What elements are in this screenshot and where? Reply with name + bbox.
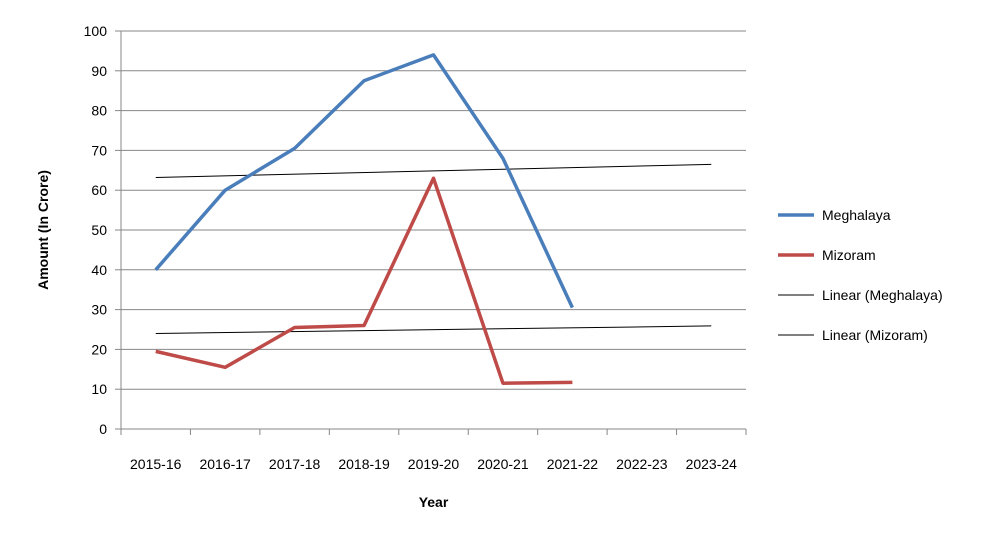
y-tick-label: 10 <box>91 381 107 397</box>
x-tick-label: 2022-23 <box>616 456 668 472</box>
y-axis-title: Amount (In Crore) <box>35 170 51 290</box>
x-tick-label: 2021-22 <box>547 456 599 472</box>
x-tick-label: 2023-24 <box>686 456 738 472</box>
trendline-1 <box>155 325 712 334</box>
y-tick-label: 60 <box>91 182 107 198</box>
legend-label: Mizoram <box>822 247 876 263</box>
y-tick-label: 100 <box>84 23 108 39</box>
legend-label: Linear (Meghalaya) <box>822 287 943 303</box>
x-tick-label: 2015-16 <box>130 456 182 472</box>
y-tick-label: 80 <box>91 103 107 119</box>
legend-label: Meghalaya <box>822 207 891 223</box>
y-tick-label: 30 <box>91 302 107 318</box>
x-tick-label: 2017-18 <box>269 456 321 472</box>
legend-label: Linear (Mizoram) <box>822 327 928 343</box>
x-axis-title: Year <box>419 494 449 510</box>
y-tick-label: 20 <box>91 341 107 357</box>
x-tick-label: 2016-17 <box>199 456 251 472</box>
y-tick-label: 70 <box>91 142 107 158</box>
series-line-1 <box>155 176 573 385</box>
x-tick-label: 2018-19 <box>338 456 390 472</box>
y-tick-label: 90 <box>91 63 107 79</box>
x-tick-label: 2019-20 <box>408 456 460 472</box>
y-tick-label: 40 <box>91 262 107 278</box>
y-tick-label: 0 <box>99 421 107 437</box>
y-tick-label: 50 <box>91 222 107 238</box>
x-tick-label: 2020-21 <box>477 456 529 472</box>
trendline-0 <box>155 163 712 178</box>
